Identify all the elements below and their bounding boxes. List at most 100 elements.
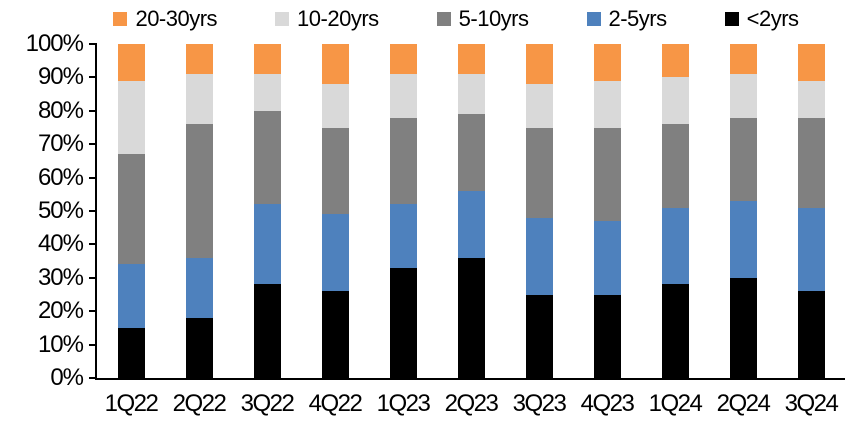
bar-segment-2030yrs[interactable] xyxy=(729,44,757,75)
bar-segment-510yrs[interactable] xyxy=(525,127,553,218)
bar-segment-2030yrs[interactable] xyxy=(321,44,349,85)
bar-segment-2yrs[interactable] xyxy=(117,327,145,378)
bar-segment-25yrs[interactable] xyxy=(253,204,281,285)
bar-segment-2yrs[interactable] xyxy=(321,291,349,378)
bar-segment-2yrs[interactable] xyxy=(797,291,825,378)
bar-segment-2030yrs[interactable] xyxy=(389,44,417,75)
bar-segment-2030yrs[interactable] xyxy=(117,44,145,81)
bar-segment-1020yrs[interactable] xyxy=(389,74,417,118)
legend: 20-30yrs 10-20yrs 5-10yrs 2-5yrs <2yrs xyxy=(60,5,852,33)
bar-segment-2yrs[interactable] xyxy=(593,294,621,378)
bar-slot xyxy=(573,44,641,378)
bar-segment-510yrs[interactable] xyxy=(321,127,349,215)
bar-segment-25yrs[interactable] xyxy=(389,204,417,268)
bar-segment-510yrs[interactable] xyxy=(661,124,689,208)
bar-segment-510yrs[interactable] xyxy=(253,110,281,205)
x-axis: 1Q22 2Q22 3Q22 4Q22 1Q23 2Q23 3Q23 4Q23 1Q24 2Q24… xyxy=(97,390,845,419)
legend-item[interactable]: 5-10yrs xyxy=(436,6,529,32)
bar-segment-25yrs[interactable] xyxy=(593,221,621,295)
bar-slot xyxy=(233,44,301,378)
y-tick-label: 30% xyxy=(37,263,84,291)
y-tick-mark xyxy=(89,310,97,313)
legend-label: 20-30yrs xyxy=(135,6,218,31)
bar-segment-2yrs[interactable] xyxy=(389,267,417,378)
y-axis: 0% 10% 20% 30% 40% 50% 60% 70% 80% 90% 100% xyxy=(0,32,97,390)
bar-segment-1020yrs[interactable] xyxy=(525,84,553,128)
legend-label: 5-10yrs xyxy=(458,6,529,31)
legend-item[interactable]: 10-20yrs xyxy=(275,6,379,32)
bar-segment-25yrs[interactable] xyxy=(729,201,757,278)
bar-segment-2yrs[interactable] xyxy=(661,284,689,378)
legend-item[interactable]: 2-5yrs xyxy=(586,6,668,32)
x-tick-label: 4Q23 xyxy=(580,390,635,417)
x-tick-label: 1Q23 xyxy=(376,390,431,417)
y-tick-mark xyxy=(89,243,97,246)
bar-segment-510yrs[interactable] xyxy=(729,117,757,201)
bar-segment-25yrs[interactable] xyxy=(457,190,485,258)
bar-segment-2030yrs[interactable] xyxy=(661,44,689,78)
bar-segment-2yrs[interactable] xyxy=(457,257,485,378)
stacked-bar xyxy=(253,44,281,378)
bar-segment-2030yrs[interactable] xyxy=(525,44,553,85)
bar-segment-2030yrs[interactable] xyxy=(185,44,213,75)
y-tick-label: 90% xyxy=(37,63,84,91)
bar-segment-510yrs[interactable] xyxy=(457,114,485,191)
bar-segment-1020yrs[interactable] xyxy=(729,74,757,118)
bar-slot xyxy=(301,44,369,378)
bar-segment-510yrs[interactable] xyxy=(185,124,213,258)
y-tick-mark xyxy=(89,377,97,379)
bar-segment-2030yrs[interactable] xyxy=(253,44,281,75)
legend-label: 2-5yrs xyxy=(608,6,668,31)
bar-segment-25yrs[interactable] xyxy=(321,214,349,292)
stacked-bar xyxy=(321,44,349,378)
bar-segment-510yrs[interactable] xyxy=(389,117,417,205)
y-tick-label: 60% xyxy=(37,163,84,191)
legend-item[interactable]: 20-30yrs xyxy=(113,6,218,32)
bar-segment-2yrs[interactable] xyxy=(185,317,213,378)
y-tick-mark xyxy=(89,109,97,112)
bar-segment-2yrs[interactable] xyxy=(729,277,757,378)
y-tick-label: 20% xyxy=(37,297,84,325)
legend-label: 10-20yrs xyxy=(297,6,379,31)
bar-segment-1020yrs[interactable] xyxy=(797,80,825,118)
bar-segment-25yrs[interactable] xyxy=(117,264,145,328)
x-tick-label: 1Q24 xyxy=(648,390,703,417)
bar-segment-25yrs[interactable] xyxy=(185,257,213,318)
bar-segment-1020yrs[interactable] xyxy=(321,84,349,128)
y-tick-mark xyxy=(89,176,97,179)
stacked-bar xyxy=(389,44,417,378)
bar-segment-1020yrs[interactable] xyxy=(457,74,485,115)
y-tick-mark xyxy=(89,76,97,79)
bar-segment-1020yrs[interactable] xyxy=(593,80,621,128)
bar-segment-510yrs[interactable] xyxy=(593,127,621,222)
bar-segment-2030yrs[interactable] xyxy=(593,44,621,81)
bar-slot xyxy=(777,44,845,378)
bar-segment-25yrs[interactable] xyxy=(525,217,553,295)
bar-segment-510yrs[interactable] xyxy=(797,117,825,208)
bar-segment-510yrs[interactable] xyxy=(117,154,145,265)
legend-swatch-icon xyxy=(275,12,290,26)
bar-slot xyxy=(437,44,505,378)
bar-segment-25yrs[interactable] xyxy=(797,207,825,292)
bar-segment-2030yrs[interactable] xyxy=(797,44,825,81)
bar-segment-1020yrs[interactable] xyxy=(253,74,281,111)
y-tick-label: 50% xyxy=(37,197,84,224)
bar-segment-2yrs[interactable] xyxy=(525,294,553,378)
bar-slot xyxy=(709,44,777,378)
legend-item[interactable]: <2yrs xyxy=(724,6,799,32)
legend-swatch-icon xyxy=(724,12,739,26)
bar-segment-25yrs[interactable] xyxy=(661,207,689,285)
y-tick-label: 10% xyxy=(37,330,84,358)
legend-swatch-icon xyxy=(113,12,128,26)
bar-segment-1020yrs[interactable] xyxy=(661,77,689,125)
bar-segment-2yrs[interactable] xyxy=(253,284,281,378)
x-tick-label: 3Q23 xyxy=(512,390,567,417)
stacked-bar xyxy=(185,44,213,378)
bar-segment-1020yrs[interactable] xyxy=(117,80,145,155)
bar-slot xyxy=(369,44,437,378)
x-tick-label: 2Q22 xyxy=(172,390,227,417)
stacked-bar xyxy=(797,44,825,378)
legend-label: <2yrs xyxy=(746,6,799,31)
bar-segment-1020yrs[interactable] xyxy=(185,74,213,125)
bar-segment-2030yrs[interactable] xyxy=(457,44,485,75)
